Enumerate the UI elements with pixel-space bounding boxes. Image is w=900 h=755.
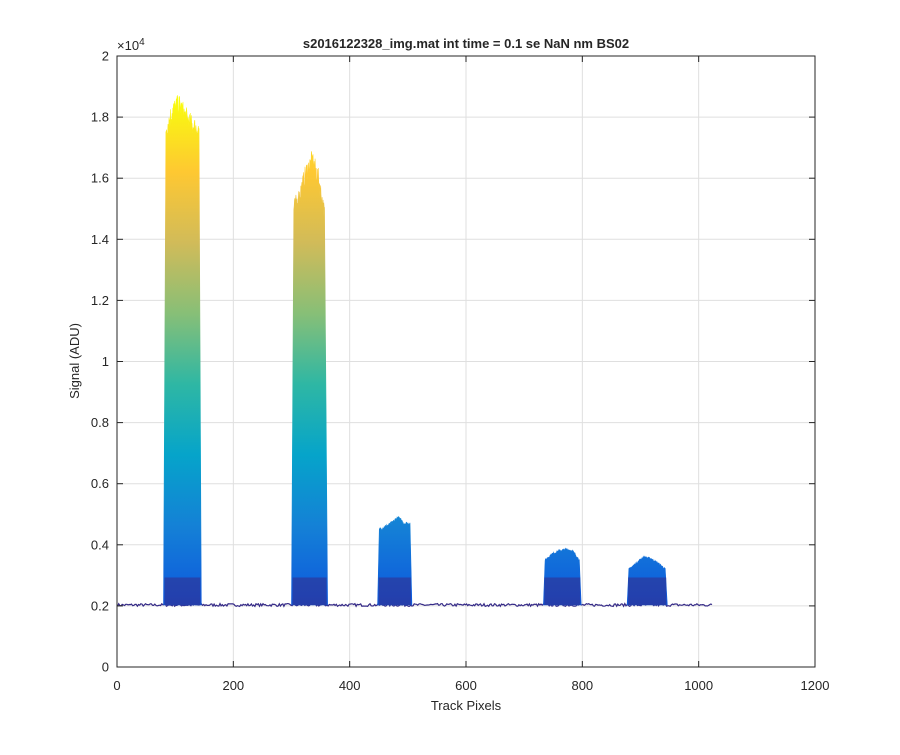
y-tick-label: 0.2 <box>91 598 109 613</box>
y-tick-label: 2 <box>102 49 109 64</box>
y-tick-label: 0.6 <box>91 476 109 491</box>
y-tick-label: 1.6 <box>91 171 109 186</box>
data-layer <box>117 95 713 608</box>
peak-2 <box>291 151 328 606</box>
grid <box>117 56 815 667</box>
peak-base-band <box>292 577 327 605</box>
y-axis-label: Signal (ADU) <box>67 323 82 399</box>
peak-base-band <box>544 577 581 605</box>
y-axis: 0 0.2 0.4 0.6 0.8 1 1.2 1.4 1.6 1.8 2 <box>91 49 815 675</box>
y-tick-label: 1.2 <box>91 293 109 308</box>
y-tick-label: 1 <box>102 354 109 369</box>
x-axis-label: Track Pixels <box>431 698 502 713</box>
baseline-trace <box>117 602 713 608</box>
y-exponent: ×104 <box>117 37 145 53</box>
peak-1 <box>163 95 202 606</box>
peak-base-band <box>164 577 201 605</box>
y-tick-label: 1.4 <box>91 232 109 247</box>
peak-base-band <box>378 577 411 605</box>
x-tick-label: 200 <box>222 678 244 693</box>
x-tick-label: 1200 <box>801 678 830 693</box>
y-tick-label: 0.8 <box>91 415 109 430</box>
y-tick-label: 0 <box>102 660 109 675</box>
peak-base-band <box>628 577 667 605</box>
y-exponent-base: ×10 <box>117 38 139 53</box>
x-tick-label: 0 <box>113 678 120 693</box>
x-tick-label: 1000 <box>684 678 713 693</box>
y-tick-label: 0.4 <box>91 537 109 552</box>
x-tick-label: 400 <box>339 678 361 693</box>
x-tick-label: 600 <box>455 678 477 693</box>
y-tick-label: 1.8 <box>91 110 109 125</box>
x-axis: 0 200 400 600 800 1000 1200 <box>113 56 829 693</box>
chart-title: s2016122328_img.mat int time = 0.1 se Na… <box>303 36 629 51</box>
x-tick-label: 800 <box>571 678 593 693</box>
y-exponent-power: 4 <box>139 37 145 48</box>
